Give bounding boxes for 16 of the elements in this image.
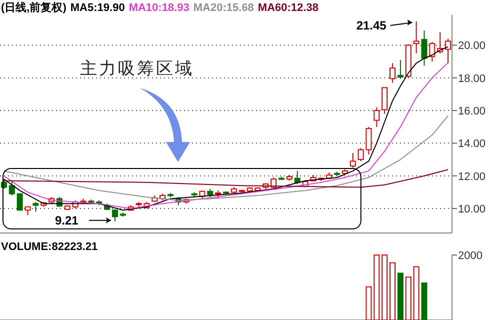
text: 2000 [458, 250, 482, 262]
y-tick-label: 12.00 [458, 170, 486, 183]
y-tick-label: 16.00 [458, 106, 486, 118]
annotation: 21.45 [356, 18, 387, 33]
y-tick-label: 18.00 [458, 72, 486, 85]
chart-title: (日线,前复权) [1, 1, 67, 14]
text: MA10:18.93 [128, 2, 190, 14]
annotation: 9.21 [54, 213, 79, 228]
y-tick-label: 10.00 [458, 204, 486, 216]
annotation: 主力吸筹区域 [80, 59, 194, 79]
y-tick-label: 20.00 [458, 40, 486, 52]
text: MA20:15.68 [193, 2, 254, 14]
y-tick-label: 14.00 [458, 138, 486, 150]
chart-title: VOLUME:82223.21 [1, 241, 98, 253]
text: MA5:19.90 [70, 2, 125, 14]
text: MA60:12.38 [258, 2, 318, 14]
